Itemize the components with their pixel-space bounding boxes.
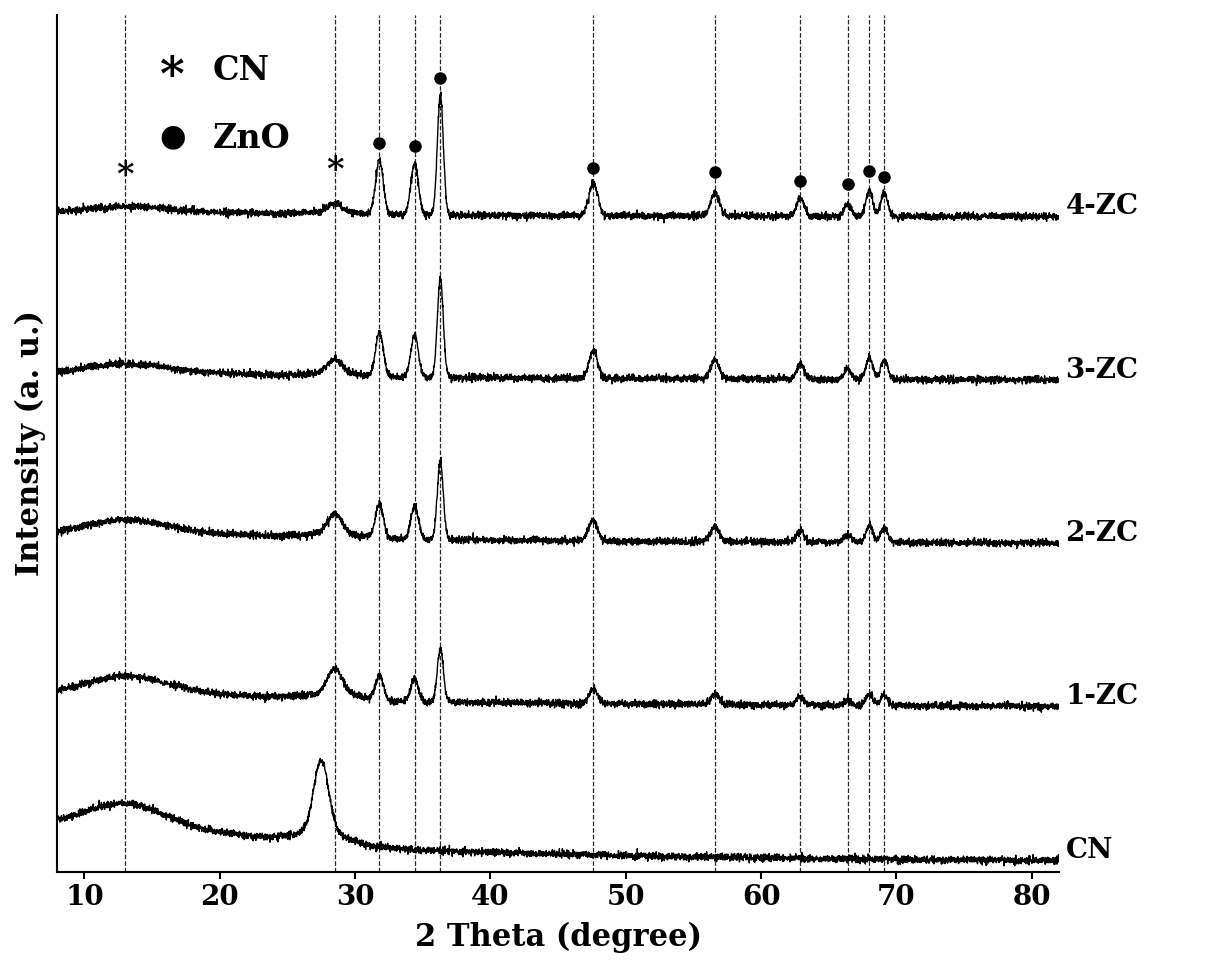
Text: ZnO: ZnO xyxy=(212,122,291,155)
Text: 1-ZC: 1-ZC xyxy=(1065,683,1139,711)
X-axis label: 2 Theta (degree): 2 Theta (degree) xyxy=(415,922,702,953)
Text: *: * xyxy=(117,160,134,193)
Text: 2-ZC: 2-ZC xyxy=(1065,520,1139,547)
Text: CN: CN xyxy=(212,53,270,86)
Text: 4-ZC: 4-ZC xyxy=(1065,194,1139,221)
Text: CN: CN xyxy=(1065,837,1113,864)
Text: *: * xyxy=(326,155,344,188)
Text: 3-ZC: 3-ZC xyxy=(1065,357,1139,383)
Y-axis label: Intensity (a. u.): Intensity (a. u.) xyxy=(15,311,47,576)
Text: $\mathbf{●}$: $\mathbf{●}$ xyxy=(160,122,187,153)
Text: *: * xyxy=(161,53,185,100)
